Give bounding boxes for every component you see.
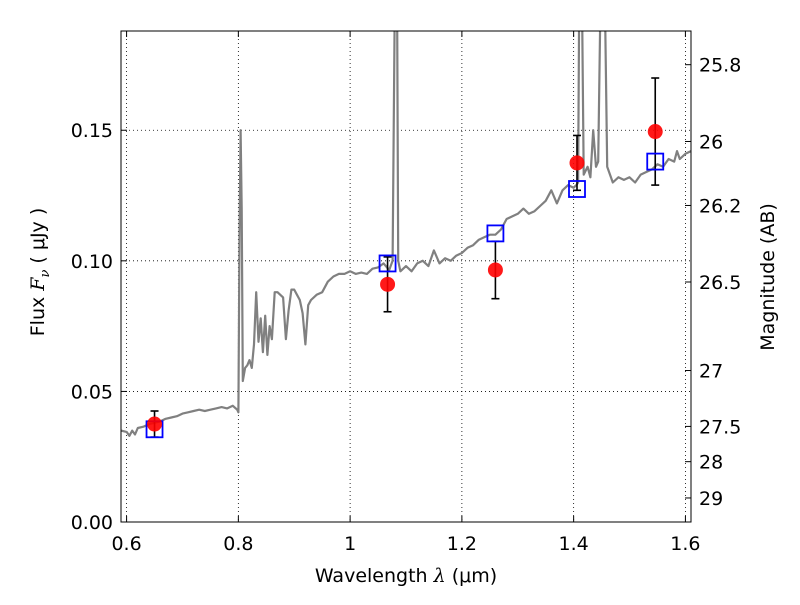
y-axis-title: Flux Fν ( μJy )	[27, 208, 53, 337]
y-tick-label: 0.00	[71, 512, 113, 534]
x-tick-label: 1.4	[559, 533, 589, 555]
x-tick-label: 0.6	[111, 533, 141, 555]
x-tick-label: 1.6	[670, 533, 700, 555]
observed-flux-point	[487, 262, 503, 278]
data-layer	[121, 31, 691, 437]
observed-flux-point	[380, 276, 396, 292]
plot-frame	[120, 30, 692, 523]
spectrum-line	[121, 31, 691, 437]
y2-tick-label: 25.8	[699, 55, 741, 77]
y2-tick-label: 27.5	[699, 416, 741, 438]
y-tick-label: 0.10	[71, 251, 113, 273]
marker-layer	[145, 77, 665, 439]
y-tick-label: 0.15	[71, 120, 113, 142]
x-axis-title: Wavelength λ (μm)	[315, 565, 497, 587]
x-tick-label: 1	[344, 533, 356, 555]
y2-tick-label: 26.2	[699, 195, 741, 217]
plot-area	[121, 31, 691, 522]
y2-tick-label: 29	[699, 488, 723, 510]
model-square-point	[378, 254, 397, 273]
y-tick-label: 0.05	[71, 381, 113, 403]
model-square-point	[568, 180, 586, 198]
y2-tick-label: 28	[699, 452, 723, 474]
observed-flux-point	[147, 416, 163, 432]
x-tick-label: 0.8	[223, 533, 253, 555]
axes: 0.6 0.8 1 1.2 1.4 1.6 0.00 0.05 0.10 0.15 25.8 26 26…	[71, 31, 741, 555]
observed-flux-point	[647, 124, 663, 140]
model-square-point	[486, 224, 505, 243]
y2-tick-label: 27	[699, 361, 723, 383]
y2-tick-label: 26.5	[699, 272, 741, 294]
observed-flux-point	[569, 155, 585, 171]
y2-axis-title: Magnitude (AB)	[757, 203, 779, 351]
model-square-point	[646, 152, 665, 171]
x-tick-label: 1.2	[447, 533, 477, 555]
y2-tick-label: 26	[699, 131, 723, 153]
